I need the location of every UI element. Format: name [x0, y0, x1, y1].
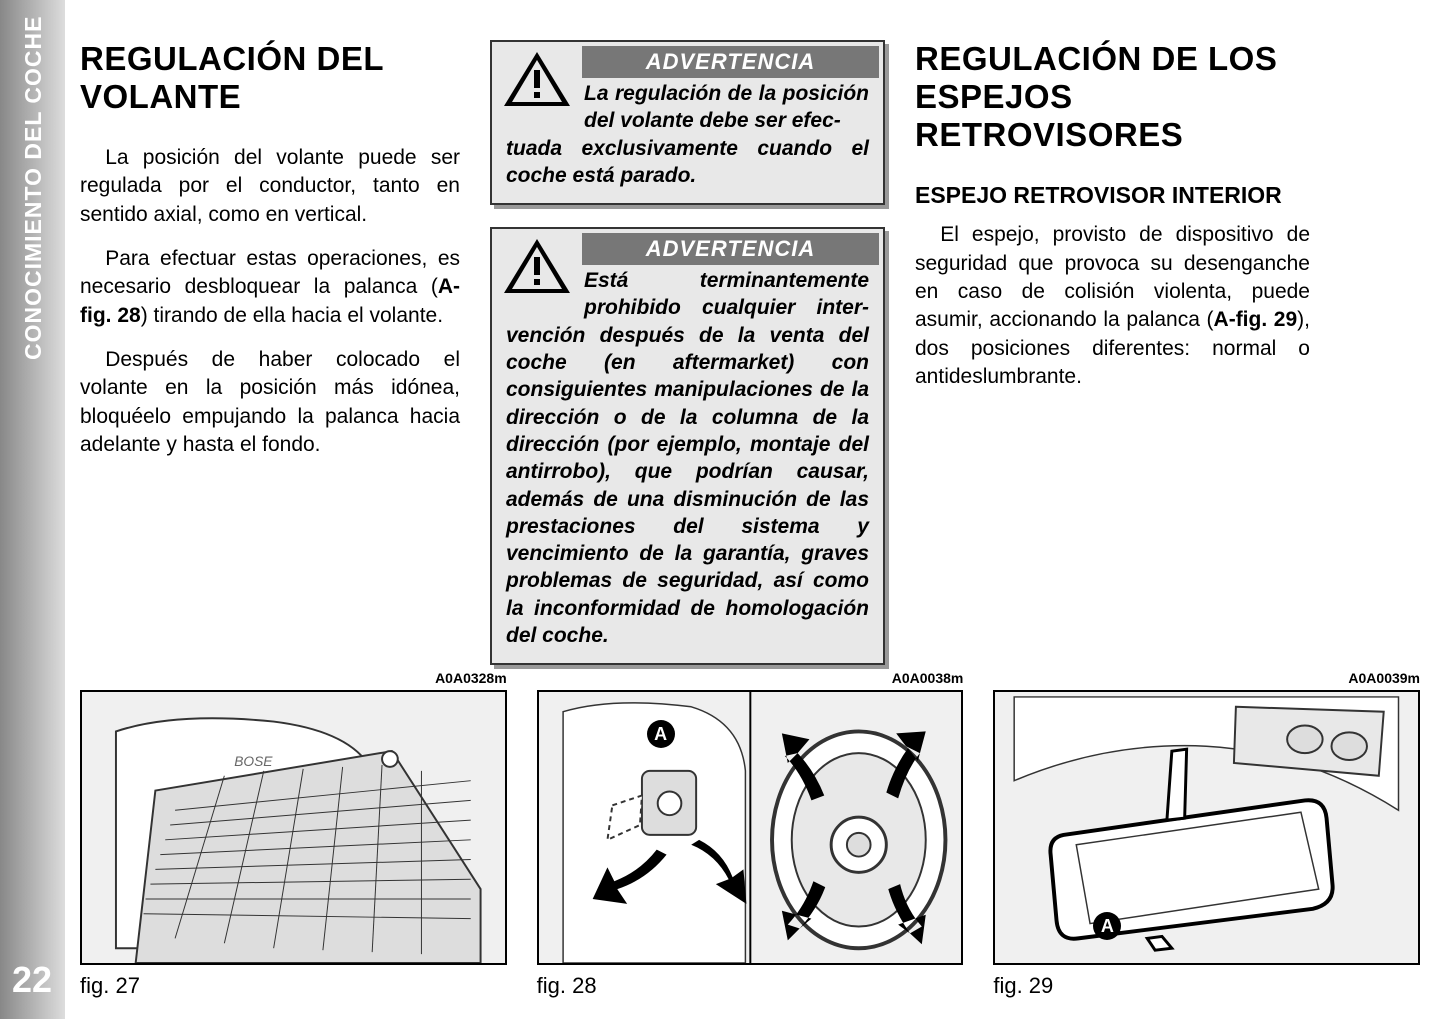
para-2: Para efectuar estas operaciones, es nece…: [80, 245, 460, 330]
para-2c: ) tirando de ella hacia el volante.: [141, 304, 443, 327]
fig27-code: A0A0328m: [80, 670, 507, 686]
fig28-caption: fig. 28: [537, 973, 964, 999]
warning-triangle-icon: [502, 50, 572, 110]
warning-header-2: ADVERTENCIA: [582, 233, 879, 265]
title-volante: REGULACIÓN DEL VOLANTE: [80, 40, 460, 116]
fig27-caption: fig. 27: [80, 973, 507, 999]
page-number: 22: [12, 959, 52, 1001]
column-1: REGULACIÓN DEL VOLANTE La posición del v…: [80, 40, 460, 687]
fig28-illustration: A: [537, 690, 964, 965]
side-tab: CONOCIMIENTO DEL COCHE 22: [0, 0, 65, 1019]
figure-28-wrap: A0A0038m A fig. 28: [537, 670, 964, 999]
content-columns: REGULACIÓN DEL VOLANTE La posición del v…: [80, 40, 1430, 687]
subtitle-interior: ESPEJO RETROVISOR INTERIOR: [915, 182, 1310, 210]
fig28-code: A0A0038m: [537, 670, 964, 686]
title-espejos: REGULACIÓN DE LOS ESPEJOS RETROVISORES: [915, 40, 1310, 154]
fig29-caption: fig. 29: [993, 973, 1420, 999]
fig29-code: A0A0039m: [993, 670, 1420, 686]
para-1: La posición del volante puede ser regula…: [80, 144, 460, 229]
warn2-rest: vención después de la venta del coche (e…: [506, 324, 869, 647]
fig27-illustration: BOSE: [80, 690, 507, 965]
para-3: Después de haber colocado el volante en …: [80, 346, 460, 459]
para-mirror: El espejo, provisto de dispositivo de se…: [915, 221, 1310, 391]
figure-29-wrap: A0A0039m A fig. 29: [993, 670, 1420, 999]
svg-text:BOSE: BOSE: [234, 754, 273, 769]
section-label: CONOCIMIENTO DEL COCHE: [20, 16, 47, 360]
fig-ref-29: A-fig. 29: [1214, 308, 1298, 331]
warning-header-1: ADVERTENCIA: [582, 46, 879, 78]
warning-box-2: ADVERTENCIA Está terminantemente prohibi…: [490, 227, 885, 665]
column-3: REGULACIÓN DE LOS ESPEJOS RETROVISORES E…: [915, 40, 1310, 687]
figure-27-wrap: A0A0328m: [80, 670, 507, 999]
warning-box-1: ADVERTENCIA La regulación de la posición…: [490, 40, 885, 205]
column-2: ADVERTENCIA La regulación de la posición…: [490, 40, 885, 687]
callout-a-fig28: A: [647, 720, 675, 748]
figures-row: A0A0328m: [80, 670, 1420, 999]
warn1-rest: tuada exclusivamente cuando el coche est…: [506, 137, 869, 187]
para-2a: Para efectuar estas operaciones, es nece…: [80, 247, 460, 298]
warning-triangle-icon: [502, 237, 572, 297]
fig29-illustration: A: [993, 690, 1420, 965]
